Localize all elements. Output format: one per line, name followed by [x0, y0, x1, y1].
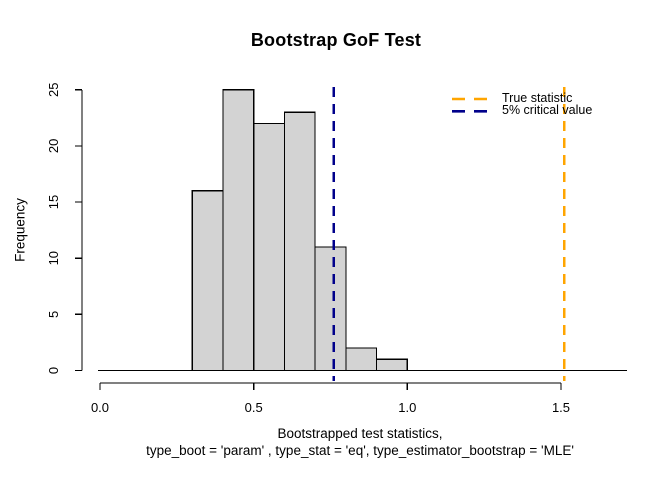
histogram-bar — [253, 122, 285, 372]
x-axis-label-line1: Bootstrapped test statistics, — [277, 426, 443, 441]
x-axis-tick-label: 0.0 — [91, 400, 109, 415]
y-axis-tick-label: 25 — [46, 83, 61, 97]
x-axis-label-line2: type_boot = 'param' , type_stat = 'eq', … — [146, 443, 574, 458]
legend-item-true-statistic: True statistic — [502, 91, 592, 105]
histogram-bar — [345, 347, 378, 372]
y-axis-tick-label: 15 — [46, 195, 61, 209]
histogram-bar — [375, 358, 408, 372]
legend: True statistic 5% critical value — [502, 92, 592, 117]
histogram-bar — [314, 246, 347, 372]
x-axis-tick-label: 1.5 — [552, 400, 570, 415]
legend-label-critical-value: 5% critical value — [502, 103, 593, 118]
y-axis-tick-label: 10 — [46, 251, 61, 265]
histogram-bar — [283, 111, 316, 372]
x-axis-tick-label: 0.5 — [245, 400, 263, 415]
legend-label-true-statistic: True statistic — [502, 91, 573, 105]
legend-item-critical-value: 5% critical value — [502, 103, 593, 118]
histogram-bar — [191, 190, 224, 372]
x-axis-tick-label: 1.0 — [398, 400, 416, 415]
histogram-bar — [222, 89, 255, 372]
plot-title: Bootstrap GoF Test — [250, 30, 422, 50]
y-axis-tick-label: 5 — [46, 311, 61, 318]
y-axis-label: Frequency — [12, 198, 28, 262]
y-axis-tick-label: 0 — [46, 367, 61, 374]
y-axis-tick-label: 20 — [46, 139, 61, 153]
